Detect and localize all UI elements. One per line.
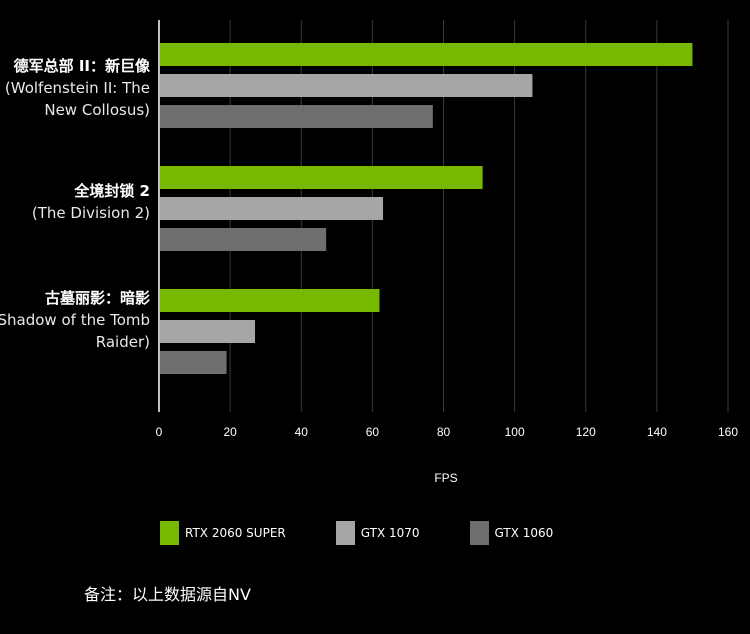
bar-gtx-1070: [160, 320, 256, 343]
category-label-line1: 全境封锁 2: [74, 182, 150, 200]
bar-rtx-2060-super: [160, 166, 483, 189]
legend-label: GTX 1060: [494, 526, 554, 540]
legend-swatch: [335, 521, 355, 545]
category-label-line3: New Collosus): [44, 101, 150, 119]
bar-rtx-2060-super: [160, 43, 693, 66]
x-tick-label: 140: [647, 425, 667, 439]
footnote: 备注：以上数据源自NV: [84, 585, 251, 604]
bar-gtx-1060: [160, 228, 327, 251]
x-tick-label: 120: [576, 425, 596, 439]
legend-item-gtx1060: GTX 1060: [469, 521, 554, 545]
x-tick-label: 60: [366, 425, 380, 439]
legend-swatch: [160, 521, 179, 545]
category-label-line2: (The Division 2): [31, 204, 150, 222]
legend-item-gtx1070: GTX 1070: [335, 521, 420, 545]
bars: [160, 43, 693, 374]
category-label-line3: Raider): [95, 333, 150, 351]
x-tick-label: 100: [505, 425, 525, 439]
legend-item-rtx2060super: RTX 2060 SUPER: [160, 521, 286, 545]
legend-label: RTX 2060 SUPER: [185, 526, 286, 540]
bar-gtx-1070: [160, 74, 533, 97]
legend-label: GTX 1070: [360, 526, 420, 540]
category-label-division: 全境封锁 2 (The Division 2): [0, 180, 150, 224]
category-label-line2: (Wolfenstein II: The: [4, 79, 150, 97]
category-label-wolfenstein: 德军总部 II：新巨像 (Wolfenstein II: The New Col…: [0, 55, 150, 121]
x-tick-label: 20: [223, 425, 237, 439]
x-tick-label: 0: [156, 425, 163, 439]
bar-rtx-2060-super: [160, 289, 380, 312]
bar-gtx-1070: [160, 197, 384, 220]
x-axis-title: FPS: [434, 471, 457, 485]
legend-swatch: [469, 521, 489, 545]
bar-gtx-1060: [160, 351, 227, 374]
legend: RTX 2060 SUPER GTX 1070 GTX 1060: [160, 521, 603, 545]
x-tick-label: 160: [718, 425, 738, 439]
x-tick-labels: 0 20 40 60 80 100 120 140 160: [156, 425, 739, 439]
category-label-tomb-raider: 古墓丽影：暗影 (Shadow of the Tomb Raider): [0, 287, 150, 353]
bar-gtx-1060: [160, 105, 433, 128]
category-label-line2: (Shadow of the Tomb: [0, 311, 150, 329]
category-label-line1: 古墓丽影：暗影: [44, 289, 150, 307]
x-tick-label: 40: [295, 425, 309, 439]
x-tick-label: 80: [437, 425, 451, 439]
category-label-line1: 德军总部 II：新巨像: [13, 57, 150, 75]
